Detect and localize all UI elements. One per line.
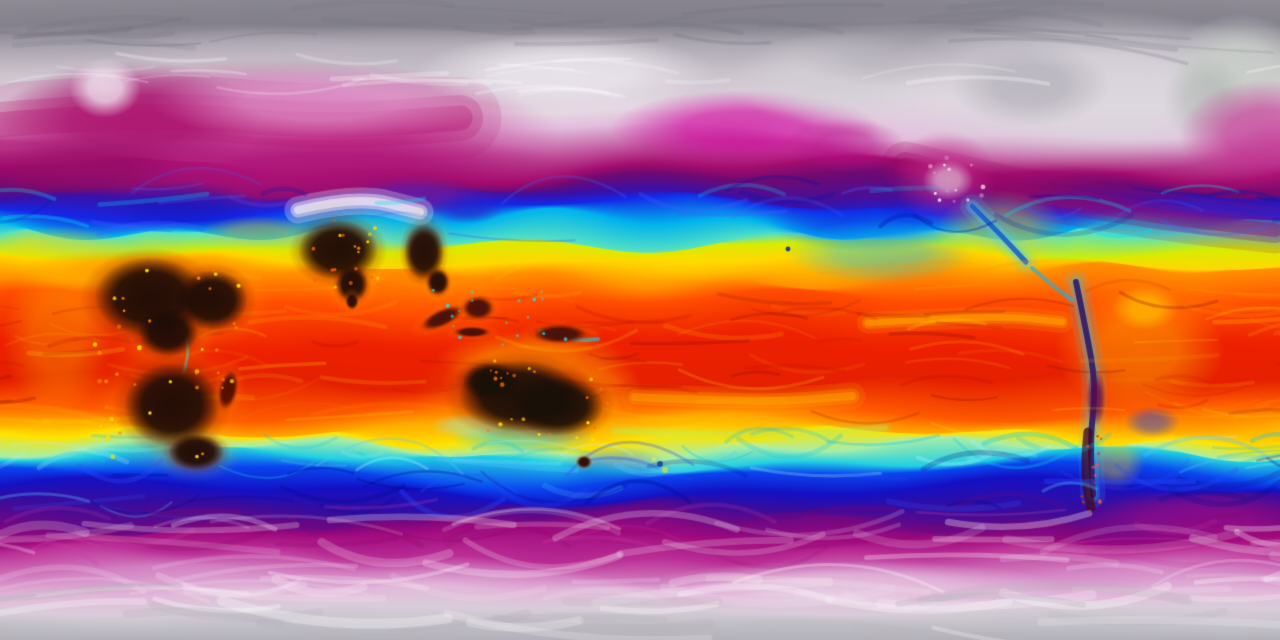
- map-stage: [0, 0, 1280, 640]
- global-heatmap-canvas: [0, 0, 1280, 640]
